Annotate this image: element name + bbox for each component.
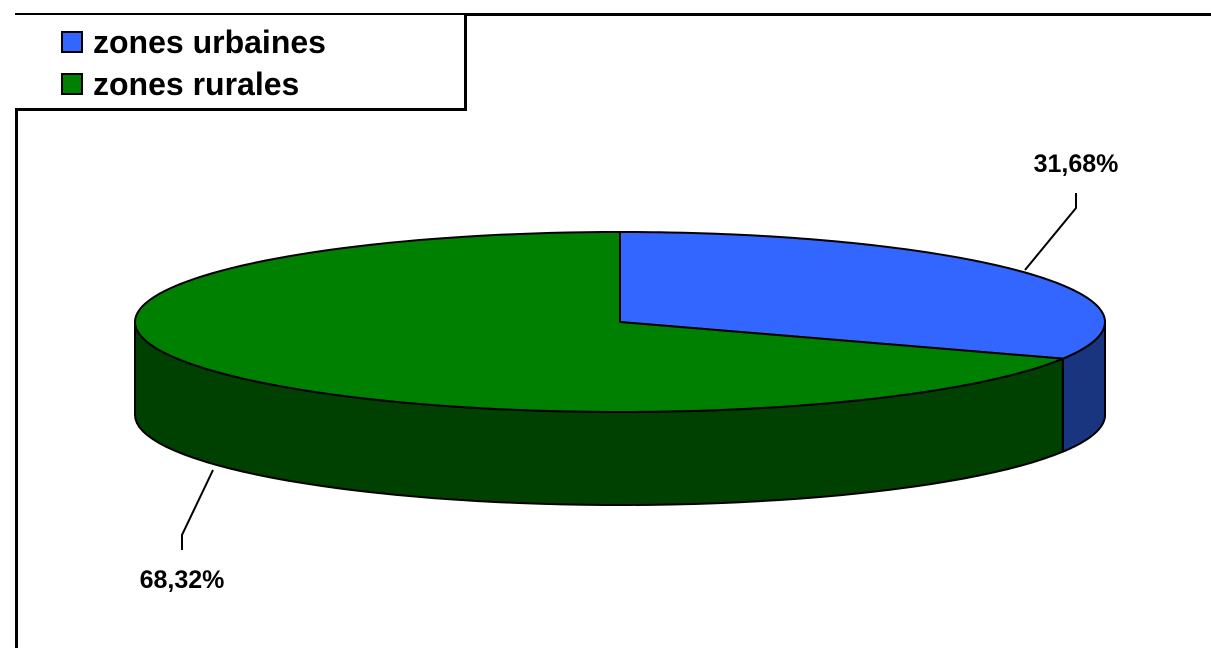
legend: zones urbaines zones rurales (15, 15, 467, 111)
slice-top-rural (134, 231, 1064, 413)
legend-item-urban: zones urbaines (61, 25, 326, 59)
pie-group (134, 231, 1106, 506)
data-label-rural: 68,32% (140, 566, 225, 594)
slice-top-urban (619, 231, 1106, 360)
legend-label-urban: zones urbaines (93, 24, 326, 60)
data-label-urban: 31,68% (1034, 150, 1119, 178)
leader-line-rural (181, 469, 214, 550)
legend-swatch-urban (61, 31, 83, 53)
data-label-group: 31,68% 68,32% (140, 150, 1119, 594)
leader-line-urban (1024, 193, 1077, 271)
legend-label-rural: zones rurales (93, 66, 300, 102)
legend-item-rural: zones rurales (61, 67, 299, 101)
legend-swatch-rural (61, 73, 83, 95)
